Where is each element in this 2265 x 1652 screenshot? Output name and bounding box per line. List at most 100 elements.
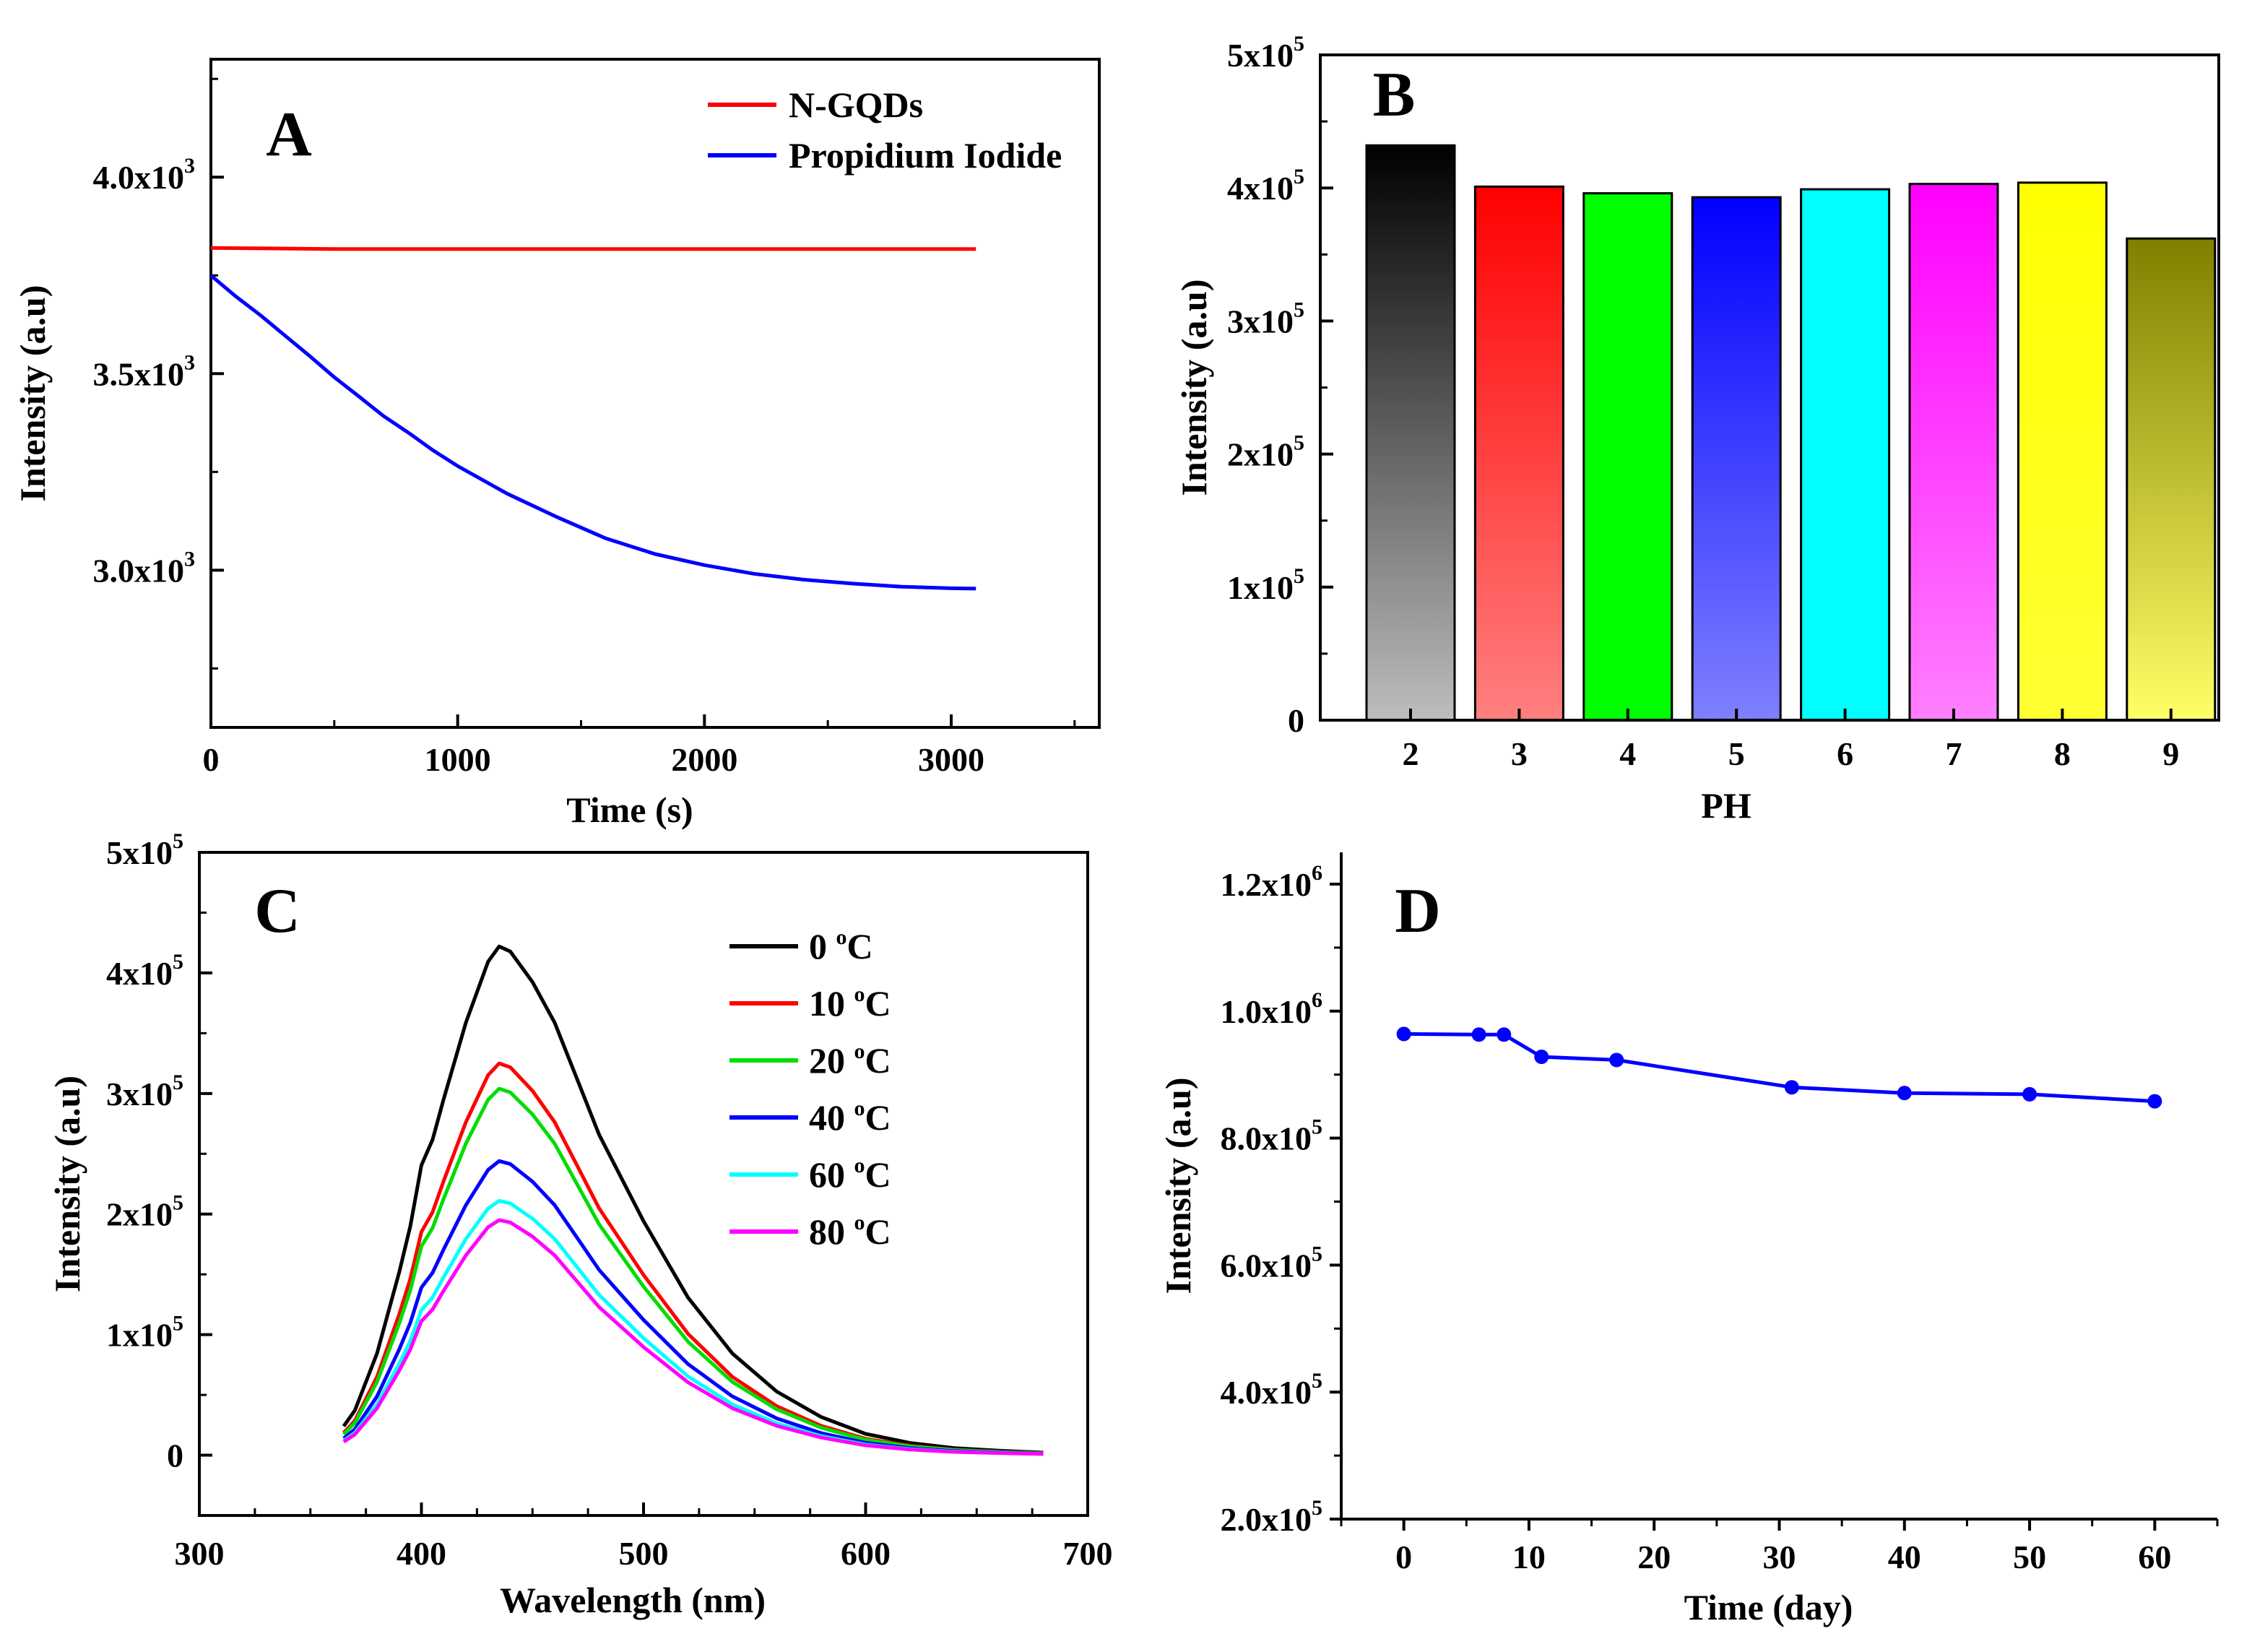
panel-c-legend-num: 40 <box>809 1097 854 1138</box>
panel-b-xlabel: PH <box>1701 785 1751 826</box>
panel-d-data-point <box>1396 1026 1411 1042</box>
panel-d-ytick-label-exp: 6 <box>1312 861 1322 885</box>
panel-c-legend-num: 60 <box>809 1154 854 1195</box>
panel-a-xlabel: Time (s) <box>566 790 693 830</box>
panel-d-data-point <box>2022 1086 2037 1102</box>
panel-c-ytick-label-base: 3x10 <box>106 1076 173 1112</box>
panel-c-series-line <box>342 1159 1044 1456</box>
panel-d-ytick-label-exp: 5 <box>1312 1369 1322 1393</box>
panel-c-series-line <box>342 944 1044 1455</box>
panel-b-bar <box>1582 192 1673 722</box>
panel-a-ytick-label-base: 3.0x10 <box>93 552 185 589</box>
panel-b-ytick-label-exp: 5 <box>1294 564 1304 588</box>
panel-c-xtick-label: 400 <box>397 1535 446 1572</box>
panel-b-ytick-label: 1x105 <box>1227 564 1304 606</box>
panel-d-data-point <box>1609 1052 1624 1068</box>
panel-d-data-point <box>1784 1080 1799 1095</box>
panel-d-ytick-label: 1.0x106 <box>1221 988 1323 1030</box>
panel-b-letter: B <box>1373 60 1416 130</box>
panel-c-ytick-label-base: 0 <box>167 1437 183 1474</box>
panel-c-xlabel: Wavelength (nm) <box>500 1580 766 1620</box>
panel-c-ytick-label-exp: 5 <box>173 1312 183 1336</box>
panel-a-ytick-label-exp: 3 <box>184 154 195 178</box>
panel-c-legend-label: 20 oC <box>809 1039 891 1081</box>
panel-b-ytick-label-exp: 5 <box>1294 32 1304 56</box>
panel-c-series-line <box>342 1218 1044 1456</box>
panel-d-ytick-label: 6.0x105 <box>1221 1242 1323 1284</box>
panel-d-ytick-label-exp: 6 <box>1312 988 1322 1012</box>
panel-d-series-line <box>1403 1032 2155 1104</box>
panel-b-ytick-label-exp: 5 <box>1294 298 1304 321</box>
panel-d-xtick-label: 20 <box>1637 1539 1671 1575</box>
panel-d-data-point <box>1897 1086 1912 1101</box>
panel-d-ytick-label-base: 1.2x10 <box>1221 866 1312 903</box>
panel-c-ytick-label-exp: 5 <box>173 950 183 974</box>
panel-b-xtick-label: 6 <box>1837 735 1853 772</box>
panel-b-bar <box>1908 183 1999 722</box>
panel-c-xtick-label: 700 <box>1063 1535 1113 1572</box>
panel-d-xtick-label: 30 <box>1763 1539 1796 1575</box>
panel-b-ytick-label: 0 <box>1288 702 1304 739</box>
panel-d-ytick-label-exp: 5 <box>1312 1242 1322 1266</box>
panel-c-ytick-label-base: 1x10 <box>106 1317 173 1354</box>
panel-c-ytick-label: 5x105 <box>106 829 183 871</box>
panel-d-ytick-label-base: 8.0x10 <box>1221 1120 1312 1157</box>
panel-c-legend-unit: C <box>865 1211 891 1252</box>
panel-c-legend-degree: o <box>854 1211 865 1234</box>
panel-d-xtick-label: 50 <box>2013 1539 2046 1575</box>
panel-a-plot-frame <box>209 58 1101 729</box>
panel-b-xtick-label: 4 <box>1619 735 1636 772</box>
panel-b-ytick-label: 5x105 <box>1227 32 1304 74</box>
panel-c-ytick-label-base: 4x10 <box>106 955 173 992</box>
panel-a: 0 1000 2000 30003.0x1033.5x1034.0x103N-GQDs… <box>12 58 1101 830</box>
panel-b-ytick-label-base: 0 <box>1288 702 1304 739</box>
panel-a-xtick-label: 1000 <box>425 741 491 778</box>
panel-c-legend-label: 10 oC <box>809 982 891 1024</box>
panel-b-ylabel: Intensity (a.u) <box>1174 279 1214 496</box>
panel-c-legend-num: 10 <box>809 983 854 1024</box>
panel-a-ytick-label-exp: 3 <box>184 547 195 571</box>
panel-b-bar <box>1800 188 1891 722</box>
panel-b-bar <box>1365 144 1456 722</box>
panel-a-series-line <box>210 246 976 251</box>
panel-b-ytick-label-base: 5x10 <box>1227 37 1294 74</box>
panel-d-data-point <box>1534 1050 1549 1065</box>
panel-c-ylabel: Intensity (a.u) <box>47 1076 87 1292</box>
panel-c-ytick-label-base: 5x10 <box>106 834 173 871</box>
panel-c-legend-unit: C <box>847 926 873 966</box>
panel-a-letter: A <box>266 100 312 170</box>
panel-b-ytick-label-exp: 5 <box>1294 165 1304 189</box>
panel-c-legend-num: 0 <box>809 926 836 966</box>
panel-a-xtick-label: 2000 <box>671 741 737 778</box>
panel-d-ytick-label-exp: 5 <box>1312 1496 1322 1520</box>
panel-d-ytick-label-base: 6.0x10 <box>1221 1247 1312 1284</box>
panel-c-legend-unit: C <box>865 1154 891 1195</box>
panel-a-xtick-label: 0 <box>203 741 220 778</box>
panel-c-ytick-label-base: 2x10 <box>106 1196 173 1233</box>
panel-d: 0 10 20 30 40 50 602.0x1054.0x1056.0x1058.0x10… <box>1158 852 2219 1627</box>
panel-d-ytick-label: 8.0x105 <box>1221 1115 1323 1157</box>
panel-a-ytick-label-base: 4.0x10 <box>93 159 185 196</box>
panel-c-legend-num: 20 <box>809 1040 854 1081</box>
panel-c-legend-degree: o <box>836 925 847 949</box>
panel-c-letter: C <box>254 876 300 946</box>
panel-c-ytick-label: 3x105 <box>106 1071 183 1112</box>
panel-c-ytick-label-exp: 5 <box>173 1191 183 1215</box>
panel-c-legend-unit: C <box>865 1097 891 1138</box>
panel-c-ytick-label: 1x105 <box>106 1312 183 1354</box>
panel-d-ytick-label: 4.0x105 <box>1221 1369 1323 1411</box>
panel-a-ytick-label-base: 3.5x10 <box>93 355 185 392</box>
panel-d-xlabel: Time (day) <box>1684 1587 1853 1627</box>
panel-c-legend-degree: o <box>854 1097 865 1120</box>
panel-c-ytick-label: 2x105 <box>106 1191 183 1233</box>
panel-b-ytick-label-base: 1x10 <box>1227 569 1294 606</box>
panel-b-ytick-label: 3x105 <box>1227 298 1304 340</box>
panel-a-ytick-label: 3.0x103 <box>93 547 196 589</box>
panel-c-legend-label: 60 oC <box>809 1154 891 1195</box>
panel-d-xtick-label: 10 <box>1512 1539 1546 1575</box>
panel-c-ytick-label: 4x105 <box>106 950 183 992</box>
panel-d-data-point <box>1471 1027 1486 1042</box>
panel-b: 2 3 4 5 6 7 8 901x1052x1053x1054x1055x105BPHInt… <box>1174 32 2220 826</box>
panel-b-bar <box>2017 181 2108 722</box>
